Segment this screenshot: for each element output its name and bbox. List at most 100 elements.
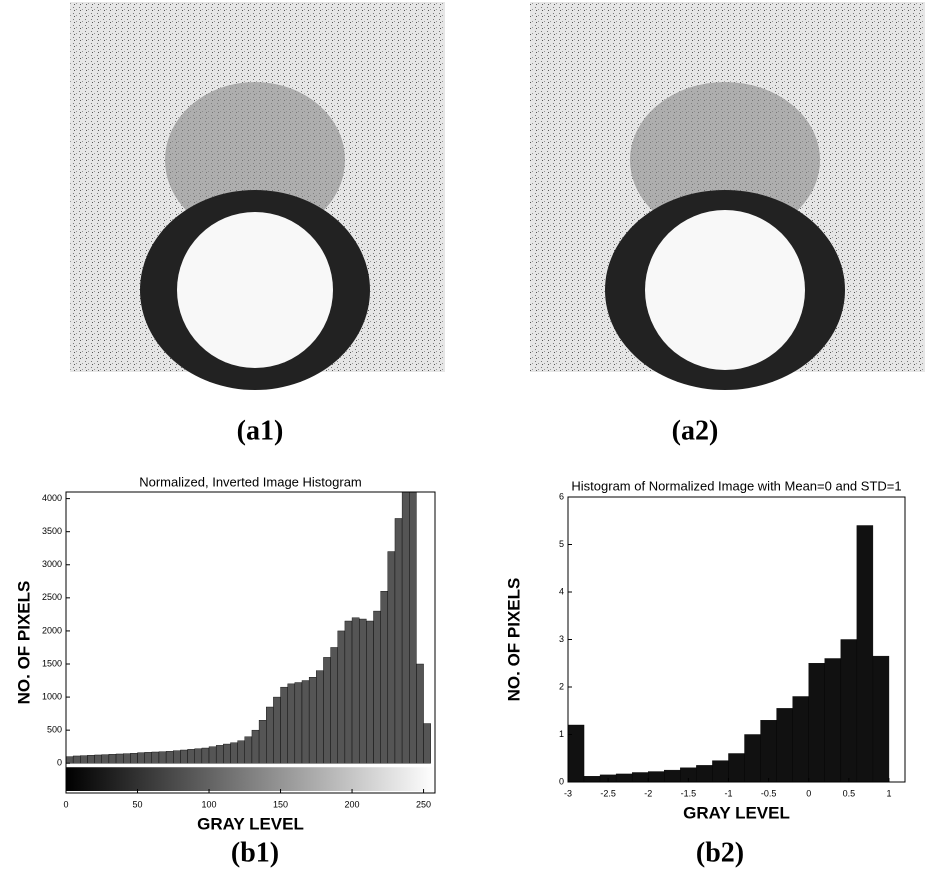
bar — [615, 773, 633, 783]
x-tick-label: -2.5 — [600, 788, 616, 798]
bar — [123, 753, 131, 764]
bar — [423, 723, 431, 764]
bar — [215, 745, 224, 764]
bar — [664, 769, 681, 783]
x-tick-label: 50 — [133, 799, 143, 809]
bar — [201, 747, 210, 764]
y-tick-label: 2500 — [42, 592, 62, 602]
x-tick-label: -1.5 — [681, 788, 697, 798]
y-axis-label: NO. OF PIXELS — [504, 578, 523, 702]
x-tick-label: 100 — [202, 799, 217, 809]
bar — [94, 754, 102, 764]
bar — [101, 754, 110, 764]
bar — [358, 618, 367, 764]
bar — [712, 760, 729, 783]
bar — [258, 720, 267, 764]
image-shape — [177, 212, 333, 368]
bar — [208, 746, 217, 764]
x-tick-label: 0.5 — [843, 788, 856, 798]
x-tick-label: -0.5 — [761, 788, 777, 798]
bar — [760, 720, 777, 783]
bar — [316, 670, 324, 764]
bar — [173, 750, 181, 764]
x-tick-label: 250 — [416, 799, 431, 809]
x-tick-label: -1 — [724, 788, 732, 798]
x-tick-label: -3 — [564, 788, 572, 798]
caption: (b2) — [696, 837, 744, 868]
chart-title: Normalized, Inverted Image Histogram — [139, 474, 362, 489]
y-tick-label: 6 — [559, 491, 564, 501]
y-tick-label: 4 — [559, 586, 564, 596]
bar — [792, 696, 809, 783]
bar — [165, 751, 174, 764]
bar — [87, 755, 95, 764]
y-tick-label: 1000 — [42, 691, 62, 701]
bar — [273, 696, 281, 764]
x-tick-label: 200 — [345, 799, 360, 809]
bar — [330, 647, 338, 764]
bar — [130, 753, 138, 764]
bar — [387, 551, 396, 764]
chart-title: Histogram of Normalized Image with Mean=… — [571, 478, 901, 493]
bar — [251, 729, 260, 764]
bar — [158, 751, 167, 764]
bar — [344, 620, 353, 764]
y-tick-label: 3000 — [42, 559, 62, 569]
bar — [648, 771, 665, 783]
bar — [65, 756, 74, 764]
bar — [194, 748, 203, 764]
x-tick-label: -2 — [644, 788, 652, 798]
y-tick-label: 0 — [559, 776, 564, 786]
bar — [187, 749, 195, 764]
image-a1 — [70, 2, 445, 390]
y-tick-label: 1500 — [42, 658, 62, 668]
bar — [856, 525, 874, 783]
bar — [776, 708, 793, 783]
colorbar — [66, 767, 435, 791]
x-axis-label: GRAY LEVEL — [197, 814, 304, 833]
plot-frame — [65, 491, 436, 794]
bar — [323, 657, 331, 764]
caption: (a1) — [237, 415, 284, 446]
x-tick-label: 0 — [806, 788, 811, 798]
y-axis-label: NO. OF PIXELS — [14, 581, 33, 705]
x-tick-label: 150 — [273, 799, 288, 809]
bar — [373, 610, 381, 764]
bar — [237, 740, 245, 764]
y-tick-label: 1 — [559, 729, 564, 739]
bar — [401, 491, 410, 764]
bar — [244, 736, 253, 764]
y-tick-label: 5 — [559, 539, 564, 549]
bar — [144, 752, 153, 764]
bar — [351, 617, 360, 764]
bar — [72, 755, 81, 764]
bar — [151, 751, 160, 764]
caption: (b1) — [231, 837, 279, 868]
bar — [728, 753, 745, 783]
x-tick-label: 0 — [63, 799, 68, 809]
x-axis-label: GRAY LEVEL — [683, 803, 790, 822]
bar — [301, 680, 310, 764]
bar — [137, 752, 145, 764]
bar — [180, 749, 188, 764]
bar — [744, 734, 761, 783]
bar — [416, 663, 424, 764]
bar — [115, 753, 124, 764]
image-a2 — [530, 2, 925, 390]
bar — [696, 765, 713, 783]
bar — [287, 683, 296, 764]
bar — [840, 639, 858, 783]
y-tick-label: 0 — [57, 758, 62, 768]
y-tick-label: 3 — [559, 634, 564, 644]
bar — [280, 686, 288, 764]
bar — [631, 772, 649, 783]
bar — [308, 677, 317, 764]
bar — [824, 658, 842, 783]
y-tick-label: 2000 — [42, 625, 62, 635]
image-shape — [645, 210, 805, 370]
bar — [380, 591, 389, 764]
bar — [294, 682, 303, 764]
bar — [266, 706, 274, 764]
y-tick-label: 4000 — [42, 493, 62, 503]
bar — [366, 620, 374, 764]
